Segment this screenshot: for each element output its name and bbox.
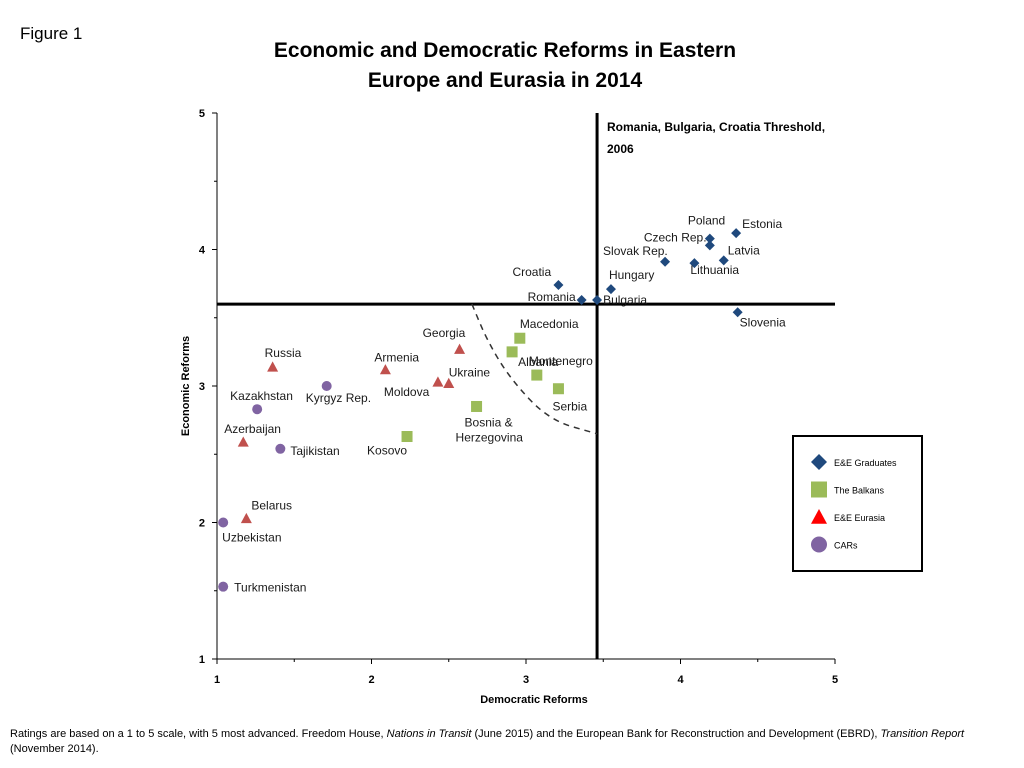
threshold-label-line-1: Romania, Bulgaria, Croatia Threshold, xyxy=(607,120,825,134)
point-label-slovak-rep: Slovak Rep. xyxy=(603,244,668,258)
chart-title: Economic and Democratic Reforms in Easte… xyxy=(200,36,810,96)
data-point-kazakhstan xyxy=(252,404,263,415)
footnote-text-2: (June 2015) and the European Bank for Re… xyxy=(471,728,881,740)
point-label-russia: Russia xyxy=(265,346,302,360)
data-point-serbia xyxy=(552,383,564,395)
data-point-croatia xyxy=(553,279,564,290)
point-label-belarus: Belarus xyxy=(251,498,292,512)
data-point-georgia xyxy=(454,343,466,354)
point-label-uzbekistan: Uzbekistan xyxy=(222,531,281,545)
data-point-macedonia xyxy=(514,332,526,344)
point-label-poland: Poland xyxy=(688,214,725,228)
point-label-macedonia: Macedonia xyxy=(520,317,579,331)
data-point-ukraine xyxy=(443,377,455,388)
footnote-text-3: (November 2014). xyxy=(10,743,99,755)
data-point-azerbaijan xyxy=(237,436,249,447)
data-point-hungary xyxy=(605,284,616,295)
data-point-estonia xyxy=(731,228,742,239)
data-point-lithuania xyxy=(689,258,700,269)
legend-marker-e-e-graduates xyxy=(811,454,827,470)
data-point-slovak-rep xyxy=(660,256,671,267)
legend-marker-cars xyxy=(811,536,827,553)
footnote: Ratings are based on a 1 to 5 scale, wit… xyxy=(10,727,1010,757)
data-point-uzbekistan xyxy=(218,517,229,528)
legend-label-cars: CARs xyxy=(834,541,858,551)
legend-marker-e-e-eurasia xyxy=(811,509,827,524)
point-label-bulgaria: Bulgaria xyxy=(603,293,647,307)
point-label-montenegro: Montenegro xyxy=(529,354,593,368)
data-point-belarus xyxy=(240,512,252,524)
data-point-poland xyxy=(704,233,715,244)
data-point-russia xyxy=(267,361,279,372)
data-point-latvia xyxy=(718,255,729,266)
x-tick-label: 4 xyxy=(677,674,684,686)
footnote-source-1: Nations in Transit xyxy=(386,728,472,740)
y-tick-label: 2 xyxy=(199,518,205,530)
data-point-armenia xyxy=(379,364,391,375)
figure-label: Figure 1 xyxy=(20,24,83,43)
point-label-latvia: Latvia xyxy=(728,243,760,257)
threshold-boundary-curve xyxy=(471,303,598,435)
point-label-azerbaijan: Azerbaijan xyxy=(224,422,281,436)
point-label-romania: Romania xyxy=(528,290,576,304)
y-tick-label: 1 xyxy=(199,654,205,666)
point-label-moldova: Moldova xyxy=(384,385,430,399)
data-point-kosovo xyxy=(401,431,413,443)
point-label-hungary: Hungary xyxy=(609,268,654,282)
data-point-tajikistan xyxy=(275,443,286,454)
point-label-herzegovina: Herzegovina xyxy=(456,430,524,444)
threshold-label-line-2: 2006 xyxy=(607,142,634,156)
point-label-tajikistan: Tajikistan xyxy=(290,444,339,458)
point-label-kazakhstan: Kazakhstan xyxy=(230,389,293,403)
footnote-text-1: Ratings are based on a 1 to 5 scale, wit… xyxy=(10,728,387,740)
point-label-bosnia: Bosnia & xyxy=(465,415,513,429)
x-tick-label: 3 xyxy=(523,674,529,686)
point-label-armenia: Armenia xyxy=(374,351,419,365)
point-label-lithuania: Lithuania xyxy=(690,263,739,277)
data-point-slovenia xyxy=(732,307,743,318)
point-label-croatia: Croatia xyxy=(512,265,551,279)
chart-title-line-1: Economic and Democratic Reforms in Easte… xyxy=(273,39,737,62)
data-point-czech-rep xyxy=(704,240,715,251)
legend-label-e-e-graduates: E&E Graduates xyxy=(834,458,897,468)
x-tick-label: 5 xyxy=(832,674,838,686)
x-axis-label: Democratic Reforms xyxy=(480,694,588,706)
chart-title-line-2: Europe and Eurasia in 2014 xyxy=(367,69,643,92)
data-point-turkmenistan xyxy=(218,581,229,592)
point-label-czech-rep: Czech Rep. xyxy=(644,230,707,244)
point-label-slovenia: Slovenia xyxy=(740,315,786,329)
point-label-kosovo: Kosovo xyxy=(367,444,407,458)
footnote-source-2: Transition Report xyxy=(880,728,965,740)
x-tick-label: 1 xyxy=(214,674,220,686)
point-label-georgia: Georgia xyxy=(423,326,466,340)
point-label-ukraine: Ukraine xyxy=(449,365,491,379)
legend-label-e-e-eurasia: E&E Eurasia xyxy=(834,513,885,523)
x-tick-label: 2 xyxy=(368,674,374,686)
data-point-romania xyxy=(576,295,587,306)
data-point-bosnia xyxy=(471,400,483,412)
point-label-albania: Albania xyxy=(518,355,558,369)
legend-label-the-balkans: The Balkans xyxy=(834,486,885,496)
y-tick-label: 3 xyxy=(199,381,205,393)
data-point-bulgaria xyxy=(592,295,603,306)
y-axis-label: Economic Reforms xyxy=(180,336,192,436)
point-label-estonia: Estonia xyxy=(742,217,782,231)
data-point-montenegro xyxy=(531,369,543,381)
point-label-serbia: Serbia xyxy=(552,400,587,414)
point-label-turkmenistan: Turkmenistan xyxy=(234,581,306,595)
data-point-kyrgyz-rep xyxy=(321,381,332,391)
y-tick-label: 5 xyxy=(199,108,205,120)
legend-box xyxy=(792,435,923,572)
scatter-chart: 1 2 3 4 5 1 2 3 4 5 Democratic Reforms Economic Ref… xyxy=(180,108,923,706)
y-tick-label: 4 xyxy=(199,245,206,257)
data-point-moldova xyxy=(432,376,444,387)
point-label-kyrgyz-rep: Kyrgyz Rep. xyxy=(306,391,371,405)
data-point-albania xyxy=(506,346,518,358)
legend-marker-the-balkans xyxy=(811,481,827,498)
